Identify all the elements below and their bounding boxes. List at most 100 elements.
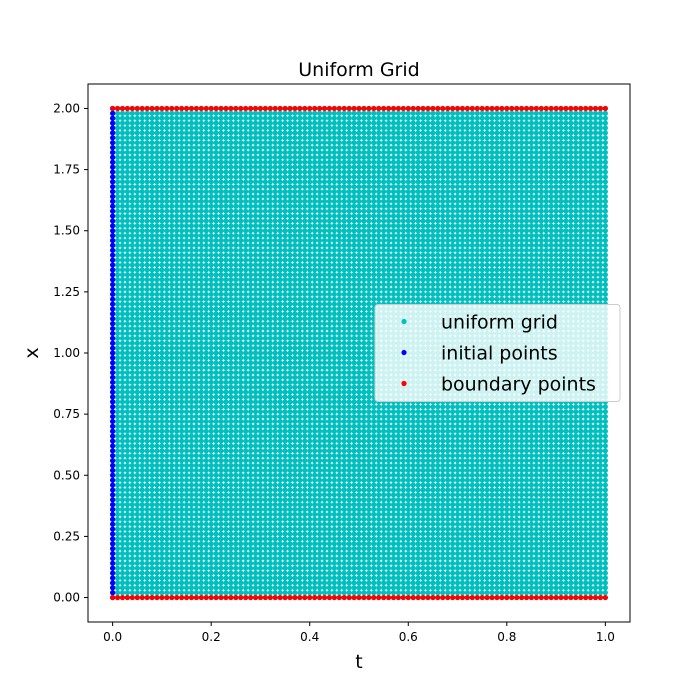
point xyxy=(292,428,298,434)
point xyxy=(169,506,175,513)
point xyxy=(114,506,121,513)
point xyxy=(346,575,352,581)
point xyxy=(489,472,495,478)
point xyxy=(602,580,608,586)
point xyxy=(164,389,170,395)
point xyxy=(578,546,584,552)
point xyxy=(282,448,288,454)
point xyxy=(425,433,431,439)
point xyxy=(410,502,416,508)
point xyxy=(405,438,411,444)
point xyxy=(533,585,539,591)
point xyxy=(124,521,131,527)
point xyxy=(248,550,254,557)
point xyxy=(326,575,333,581)
point xyxy=(553,565,559,571)
point xyxy=(410,560,416,566)
point xyxy=(587,433,594,439)
point xyxy=(514,526,520,532)
point xyxy=(188,575,195,581)
point xyxy=(587,413,594,420)
point xyxy=(568,502,574,508)
point xyxy=(277,355,283,361)
point xyxy=(523,502,530,508)
point xyxy=(312,570,318,576)
point xyxy=(316,531,323,537)
point xyxy=(435,555,441,562)
point xyxy=(174,462,180,469)
point xyxy=(469,580,475,586)
point xyxy=(390,580,397,586)
point xyxy=(454,570,461,576)
point xyxy=(159,585,165,591)
point xyxy=(519,560,525,566)
point xyxy=(174,389,180,395)
point xyxy=(523,565,530,571)
point xyxy=(307,448,313,454)
point xyxy=(479,492,485,498)
point xyxy=(346,536,352,542)
point xyxy=(134,453,140,459)
point xyxy=(356,546,362,552)
point xyxy=(331,487,337,493)
point xyxy=(297,502,303,508)
point xyxy=(450,575,456,581)
point xyxy=(474,418,480,425)
point xyxy=(494,409,500,415)
point xyxy=(479,546,485,552)
point xyxy=(425,546,431,552)
point xyxy=(494,580,500,586)
point xyxy=(267,413,273,420)
point xyxy=(174,560,180,566)
point xyxy=(459,555,466,562)
point xyxy=(361,418,367,425)
point xyxy=(272,585,278,591)
point xyxy=(464,560,470,566)
point xyxy=(523,575,530,581)
point xyxy=(440,550,446,557)
point xyxy=(114,482,121,488)
point xyxy=(454,477,461,483)
point xyxy=(381,516,387,522)
point xyxy=(213,389,219,395)
point xyxy=(218,423,224,429)
point xyxy=(346,531,352,537)
point xyxy=(573,550,579,557)
point xyxy=(543,560,549,566)
point xyxy=(228,585,234,591)
point xyxy=(420,580,426,586)
point xyxy=(267,462,273,469)
point xyxy=(154,360,160,366)
point xyxy=(174,590,180,596)
point xyxy=(331,506,337,513)
point xyxy=(139,374,145,381)
point xyxy=(528,550,535,557)
point xyxy=(400,536,406,542)
point xyxy=(420,541,426,547)
point xyxy=(267,467,273,473)
point xyxy=(410,423,416,429)
point xyxy=(336,550,342,557)
point xyxy=(326,394,333,400)
point xyxy=(302,438,308,444)
point xyxy=(248,467,254,473)
point xyxy=(321,550,328,557)
point xyxy=(509,453,515,459)
point xyxy=(381,443,387,449)
point xyxy=(257,477,264,483)
point xyxy=(578,423,584,429)
point xyxy=(159,541,165,547)
point xyxy=(504,590,510,596)
point xyxy=(114,423,121,429)
point xyxy=(504,453,510,459)
point xyxy=(548,506,554,513)
point xyxy=(420,590,426,596)
point xyxy=(474,482,480,488)
point xyxy=(149,389,155,395)
point xyxy=(602,438,608,444)
point xyxy=(583,502,589,508)
point xyxy=(450,516,456,522)
point xyxy=(346,546,352,552)
point xyxy=(356,565,362,571)
point xyxy=(583,477,589,483)
